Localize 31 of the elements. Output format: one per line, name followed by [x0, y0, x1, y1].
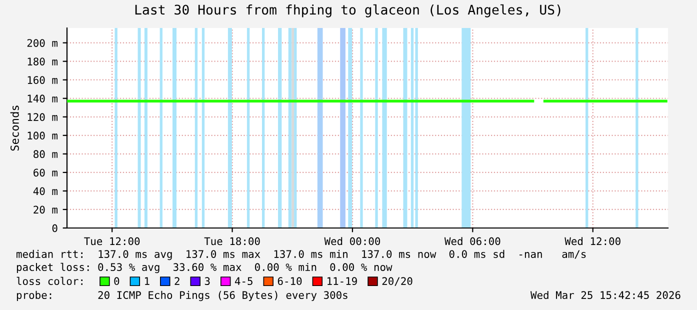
y-tick-label: 180 m [28, 58, 58, 66]
legend-label: 3 [204, 277, 210, 286]
text: median rtt: 137.0 ms avg 137.0 ms max 137.0 ms min 137.0 ms now 0.0 ms sd -nan am/s [16, 250, 586, 260]
text: packet loss: 0.53 % avg 33.60 % max 0.00 % min 0.00 % now [16, 262, 392, 274]
x-tick-label: Wed 06:00 [444, 237, 500, 246]
y-tick-label: 160 m [28, 76, 58, 84]
x-tick-label: Tue 12:00 [84, 237, 140, 246]
legend-label: 1 [145, 277, 150, 285]
chart-title: Last 30 Hours from fhping to glaceon (Los Angeles, US) [135, 4, 560, 18]
legend-label: 4-5 [234, 277, 252, 286]
y-tick-label: 140 m [28, 94, 58, 103]
legend-label: 0 [114, 277, 120, 286]
y-tick-label: 40 m [33, 187, 58, 196]
legend-label: 6-10 [278, 277, 302, 286]
y-tick-label: 20 m [34, 206, 58, 214]
text: probe: 20 ICMP Echo Pings (56 Bytes) every 300s [16, 290, 348, 302]
y-tick-label: 200 m [27, 39, 58, 47]
text: Wed Mar 25 15:42:45 2026 [530, 290, 680, 300]
y-tick-label: 60 m [34, 168, 58, 177]
y-tick-label: 120 m [28, 113, 58, 122]
y-tick-label: 80 m [34, 150, 58, 158]
y-tick-label: 100 m [28, 132, 58, 140]
y-axis-title: Seconds [10, 106, 19, 151]
x-tick-label: Wed 12:00 [564, 237, 620, 246]
legend-label: 11-19 [328, 277, 357, 286]
legend-title: loss color: [16, 276, 82, 286]
y-tick-label: 0 [52, 224, 58, 232]
x-tick-label: Wed 00:00 [324, 237, 380, 246]
legend-label: 2 [174, 277, 180, 285]
legend-label: 20/20 [382, 277, 412, 286]
x-tick-label: Tue 18:00 [204, 237, 260, 246]
